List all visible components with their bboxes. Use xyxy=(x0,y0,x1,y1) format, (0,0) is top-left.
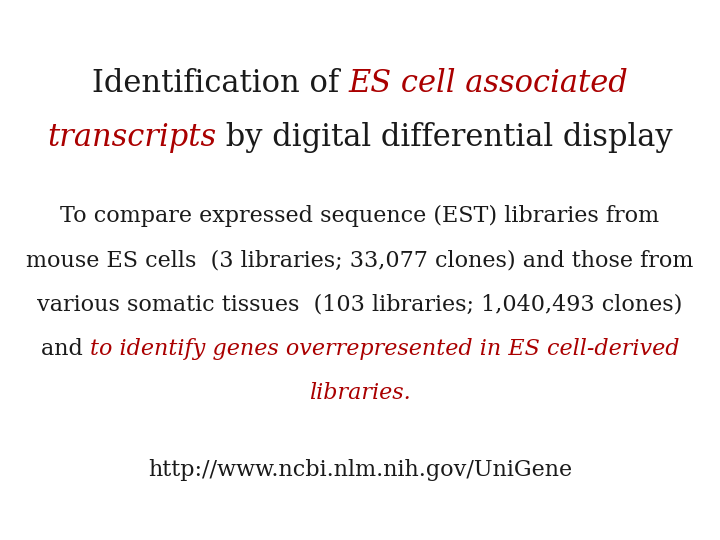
Text: Identification of: Identification of xyxy=(91,68,348,99)
Text: mouse ES cells  (3 libraries; 33,077 clones) and those from: mouse ES cells (3 libraries; 33,077 clon… xyxy=(27,249,693,271)
Text: by digital differential display: by digital differential display xyxy=(216,122,673,153)
Text: and: and xyxy=(41,338,90,360)
Text: http://www.ncbi.nlm.nih.gov/UniGene: http://www.ncbi.nlm.nih.gov/UniGene xyxy=(148,459,572,481)
Text: libraries.: libraries. xyxy=(309,382,411,404)
Text: transcripts: transcripts xyxy=(47,122,216,153)
Text: to identify genes overrepresented in ES cell-derived: to identify genes overrepresented in ES … xyxy=(90,338,679,360)
Text: To compare expressed sequence (EST) libraries from: To compare expressed sequence (EST) libr… xyxy=(60,205,660,227)
Text: various somatic tissues  (103 libraries; 1,040,493 clones): various somatic tissues (103 libraries; … xyxy=(37,294,683,315)
Text: ES cell associated: ES cell associated xyxy=(348,68,629,99)
